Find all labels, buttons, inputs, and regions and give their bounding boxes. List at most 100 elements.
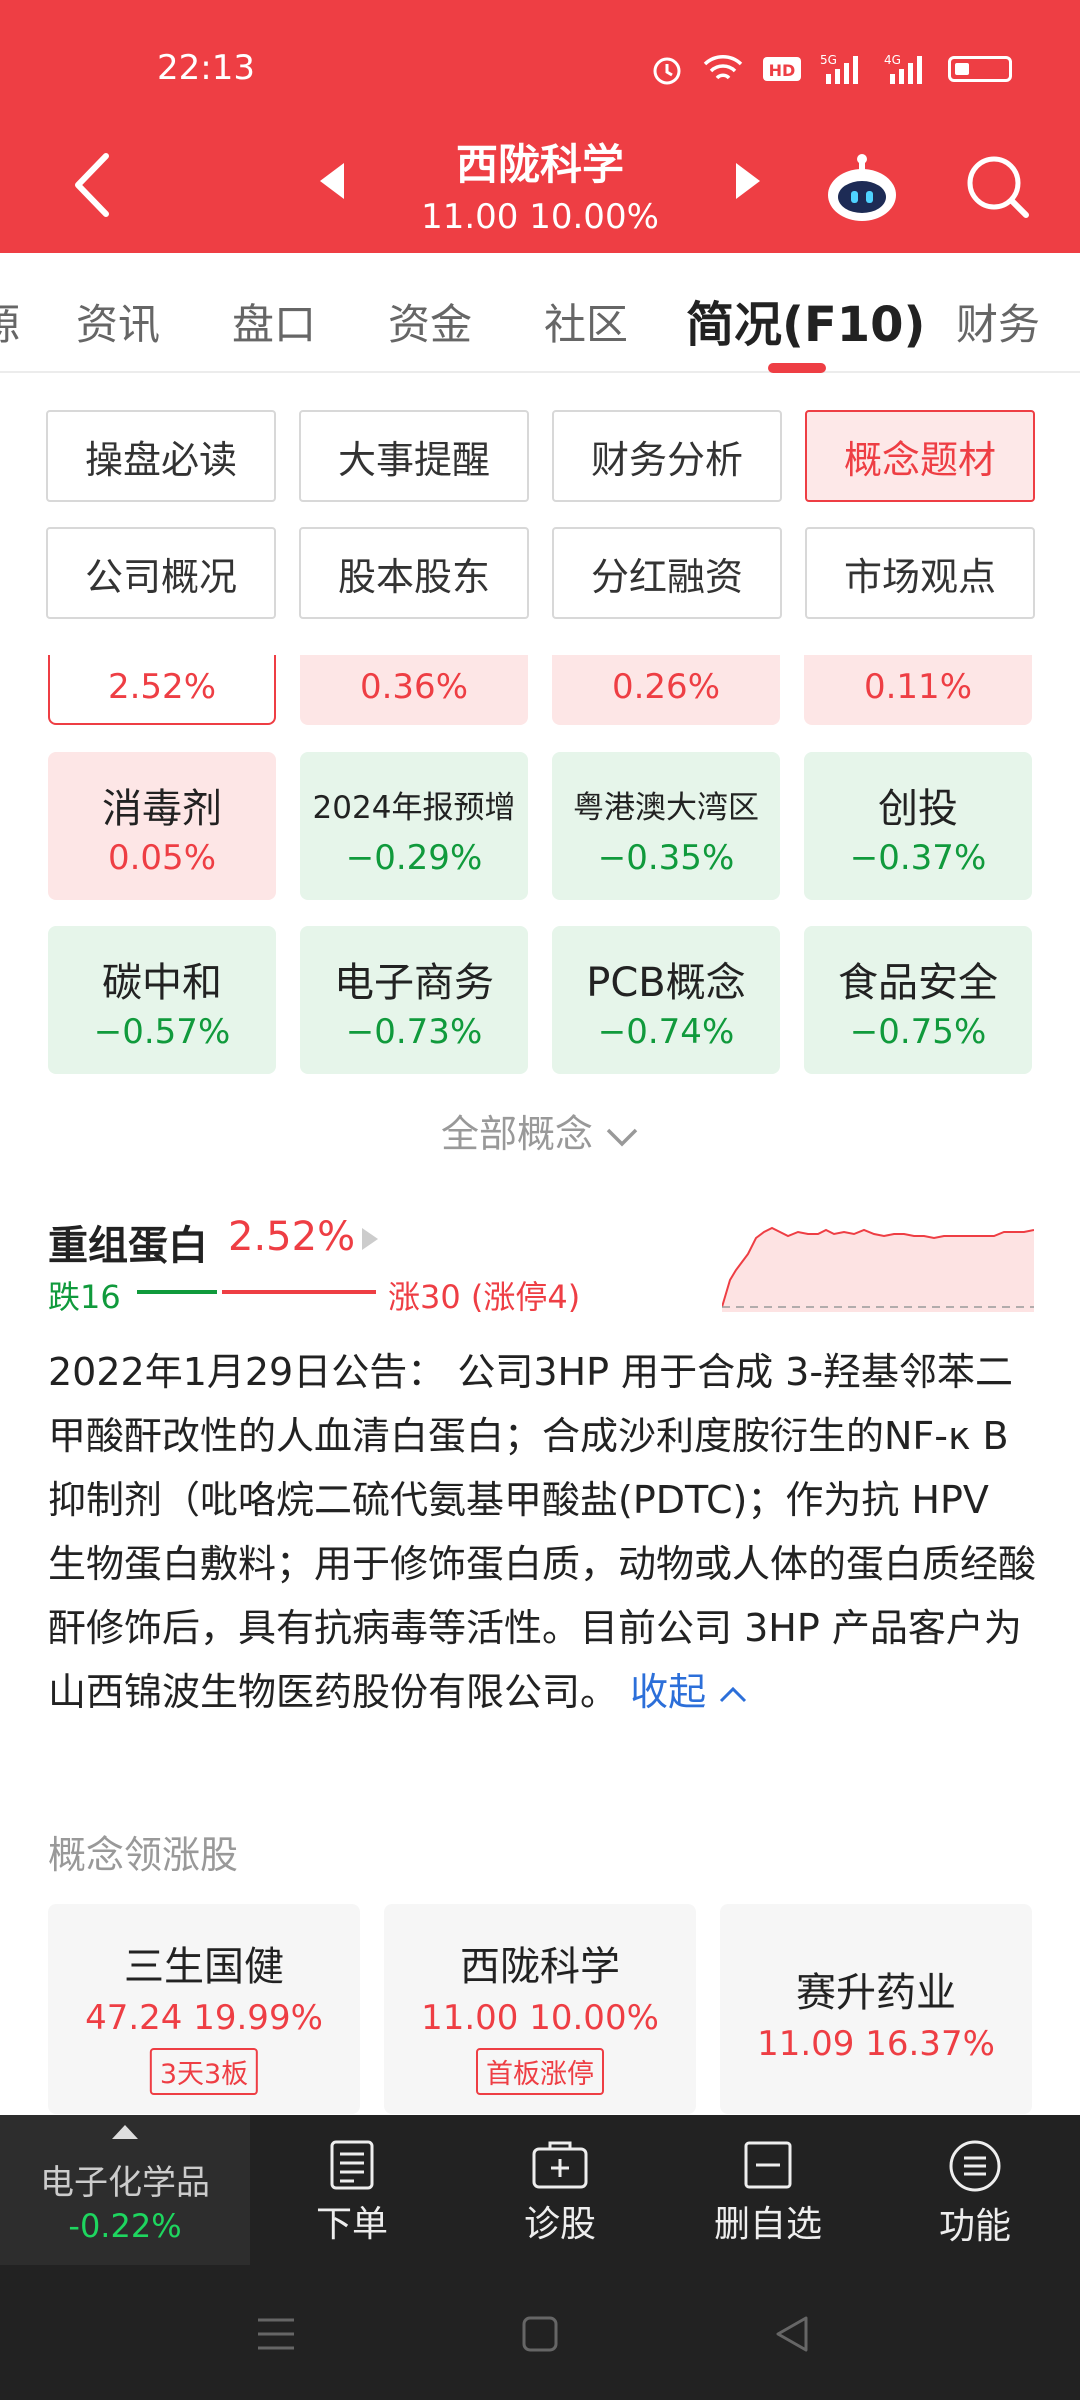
concept-card[interactable]: 碳中和 −0.57% (48, 926, 276, 1074)
tab-order-book[interactable]: 盘口 (232, 300, 317, 349)
signal-5g-icon: 5G (820, 53, 858, 84)
tab-f10[interactable]: 简况(F10) (686, 297, 926, 353)
tab-news[interactable]: 资讯 (76, 300, 161, 349)
leader-name: 西陇科学 (460, 1944, 620, 1990)
svg-text:5G: 5G (820, 53, 837, 67)
leader-price: 11.00 10.00% (421, 1998, 659, 2038)
leader-name: 三生国健 (124, 1944, 284, 1990)
all-concepts-label: 全部概念 (440, 1112, 593, 1156)
diagnose-button[interactable]: 诊股 (485, 2139, 635, 2247)
tab-finance[interactable]: 财务 (956, 300, 1041, 349)
sub-tab-financial-analysis[interactable]: 财务分析 (552, 410, 782, 502)
sub-tab-company-profile[interactable]: 公司概况 (46, 527, 276, 619)
all-concepts-toggle[interactable]: 全部概念 (0, 1103, 1080, 1158)
concept-card-partial[interactable]: 0.11% (804, 655, 1032, 725)
stock-price-change: 11.00 10.00% (421, 197, 659, 237)
minus-square-icon (744, 2141, 792, 2189)
concept-detail-pct: 2.52% (228, 1214, 356, 1260)
sub-tab-concepts[interactable]: 概念题材 (805, 410, 1035, 502)
leader-stock-card[interactable]: 西陇科学 11.00 10.00% 首板涨停 (384, 1904, 696, 2114)
concept-pct: −0.57% (93, 1012, 231, 1052)
remove-watchlist-label: 删自选 (713, 2204, 822, 2245)
sub-tab-dividends[interactable]: 分红融资 (552, 527, 782, 619)
rise-count: 涨30 (涨停4) (388, 1278, 581, 1316)
chevron-up-icon (720, 1686, 747, 1703)
concept-name: 2024年报预增 (312, 790, 516, 826)
concept-name: 创投 (878, 786, 958, 832)
fall-count: 跌16 (48, 1278, 121, 1316)
collapse-link[interactable]: 收起 (630, 1670, 748, 1714)
tab-capital[interactable]: 资金 (388, 300, 473, 349)
leader-stock-card[interactable]: 赛升药业 11.09 16.37% (720, 1904, 1032, 2114)
svg-text:HD: HD (769, 61, 796, 80)
concept-name: 电子商务 (334, 960, 494, 1006)
sub-tab-market-views[interactable]: 市场观点 (805, 527, 1035, 619)
leaders-title: 概念领涨股 (48, 1833, 239, 1877)
status-icons: HD 5G 4G (650, 52, 1012, 86)
sub-tab-trading-guide[interactable]: 操盘必读 (46, 410, 276, 502)
menu-circle-icon (949, 2140, 1001, 2192)
leader-name: 赛升药业 (796, 1970, 956, 2016)
concept-card[interactable]: 电子商务 −0.73% (300, 926, 528, 1074)
concept-card-partial[interactable]: 2.52% (48, 655, 276, 725)
wifi-icon (703, 55, 743, 80)
collapse-label: 收起 (630, 1670, 707, 1714)
intraday-sparkline (722, 1226, 1034, 1312)
menu-icon[interactable] (252, 2310, 300, 2358)
home-icon[interactable] (516, 2310, 564, 2358)
back-icon[interactable] (768, 2310, 816, 2358)
concept-pct: −0.74% (597, 1012, 735, 1052)
sector-indicator[interactable]: 电子化学品 -0.22% (0, 2115, 250, 2265)
sector-name: 电子化学品 (40, 2163, 210, 2203)
sector-pct: -0.22% (68, 2207, 182, 2245)
back-arrow-icon[interactable] (68, 150, 118, 220)
caret-up-icon (112, 2125, 138, 2139)
concept-name: 食品安全 (838, 960, 998, 1006)
signal-4g-icon: 4G (884, 53, 922, 84)
functions-button[interactable]: 功能 (900, 2139, 1050, 2249)
concept-card-partial[interactable]: 0.26% (552, 655, 780, 725)
leader-price: 47.24 19.99% (85, 1998, 323, 2038)
fall-ratio-bar (137, 1290, 217, 1294)
tab-community[interactable]: 社区 (544, 300, 629, 349)
concept-card-partial[interactable]: 0.36% (300, 655, 528, 725)
sub-tab-events[interactable]: 大事提醒 (299, 410, 529, 502)
concept-card[interactable]: 消毒剂 0.05% (48, 752, 276, 900)
rise-ratio-bar (222, 1290, 376, 1294)
sub-tab-shareholders[interactable]: 股本股东 (299, 527, 529, 619)
robot-assistant-icon[interactable] (822, 147, 902, 227)
concept-pct: −0.29% (345, 838, 483, 878)
tab-bar: 源 资讯 盘口 资金 社区 简况(F10) 财务 (0, 253, 1080, 373)
order-button[interactable]: 下单 (277, 2139, 427, 2247)
diagnose-label: 诊股 (523, 2204, 596, 2245)
concept-card[interactable]: PCB概念 −0.74% (552, 926, 780, 1074)
functions-label: 功能 (938, 2206, 1011, 2247)
concept-name: 粤港澳大湾区 (573, 790, 759, 826)
concept-card[interactable]: 2024年报预增 −0.29% (300, 752, 528, 900)
chevron-right-icon[interactable] (362, 1228, 378, 1250)
leader-stock-card[interactable]: 三生国健 47.24 19.99% 3天3板 (48, 1904, 360, 2114)
battery-icon (948, 56, 1012, 82)
next-stock-button[interactable] (736, 163, 760, 199)
concept-pct: −0.75% (849, 1012, 987, 1052)
concept-card[interactable]: 食品安全 −0.75% (804, 926, 1032, 1074)
concept-detail-title[interactable]: 重组蛋白 (48, 1223, 208, 1269)
prev-stock-button[interactable] (320, 163, 344, 199)
description-text: 2022年1月29日公告： 公司3HP 用于合成 3-羟基邻苯二甲酸酐改性的人血… (48, 1350, 1037, 1714)
status-time: 22:13 (157, 48, 255, 88)
concept-card[interactable]: 创投 −0.37% (804, 752, 1032, 900)
leader-price: 11.09 16.37% (757, 2024, 995, 2064)
svg-text:4G: 4G (884, 53, 901, 67)
order-label: 下单 (315, 2204, 388, 2245)
system-nav-bar (0, 2265, 1080, 2400)
diagnose-icon (532, 2141, 588, 2189)
bottom-action-bar: 电子化学品 -0.22% 下单 诊股 删自选 功能 (0, 2115, 1080, 2265)
document-icon (330, 2140, 374, 2190)
search-icon[interactable] (962, 151, 1032, 221)
concept-card[interactable]: 粤港澳大湾区 −0.35% (552, 752, 780, 900)
remove-watchlist-button[interactable]: 删自选 (693, 2139, 843, 2247)
concept-pct: −0.35% (597, 838, 735, 878)
concept-name: 碳中和 (102, 960, 222, 1006)
stock-name: 西陇科学 (455, 140, 624, 189)
tab-source[interactable]: 源 (0, 291, 20, 352)
